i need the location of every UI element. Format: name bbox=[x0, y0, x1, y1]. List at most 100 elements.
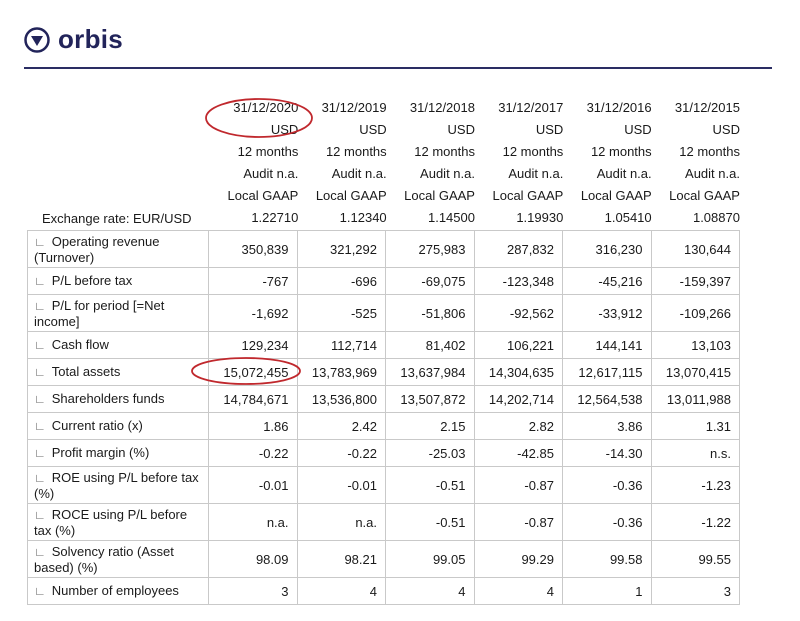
value-cell: -45,216 bbox=[562, 267, 652, 295]
value-cell: 12,564,538 bbox=[562, 385, 652, 413]
value-cell: -1,692 bbox=[208, 294, 298, 332]
value-cell: 1 bbox=[562, 577, 652, 605]
table-row: ∟ P/L for period [=Net income] -1,692 -525-… bbox=[27, 294, 740, 332]
value-cell: 13,070,415 bbox=[650, 358, 740, 386]
value-cell: -0.51 bbox=[385, 503, 475, 541]
table-row: ∟ ROE using P/L before tax (%) -0.01 -0.01-… bbox=[27, 466, 740, 504]
audit-cell: Audit n.a. bbox=[596, 165, 652, 181]
row-label: ∟ P/L before tax bbox=[27, 267, 209, 295]
value-cell: n.a. bbox=[296, 503, 386, 541]
currency-cell: USD bbox=[535, 121, 564, 137]
value-cell: 2.42 bbox=[296, 412, 386, 440]
audit-cell: Audit n.a. bbox=[420, 165, 475, 181]
value-cell: -51,806 bbox=[385, 294, 475, 332]
tree-branch-icon: ∟ bbox=[34, 365, 46, 379]
column-headers: 31/12/2020 31/12/2019 31/12/2018 31/12/2… bbox=[210, 96, 740, 228]
row-label-text: P/L before tax bbox=[51, 273, 133, 288]
value-cell: 98.21 bbox=[296, 540, 386, 578]
value-cell: 144,141 bbox=[562, 331, 652, 359]
value-cell: -92,562 bbox=[473, 294, 563, 332]
value-cell: 129,234 bbox=[208, 331, 298, 359]
gaap-cell: Local GAAP bbox=[227, 187, 299, 203]
value-cell: 98.09 bbox=[208, 540, 298, 578]
value-cell: 15,072,455 bbox=[208, 358, 298, 386]
currency-cell: USD bbox=[712, 121, 740, 137]
audit-row: Audit n.a. Audit n.a. Audit n.a. Audit n… bbox=[210, 162, 740, 184]
value-cell: 106,221 bbox=[473, 331, 563, 359]
value-cell: 13,637,984 bbox=[385, 358, 475, 386]
gaap-cell: Local GAAP bbox=[580, 187, 652, 203]
currency-cell: USD bbox=[359, 121, 387, 137]
date-cell: 31/12/2020 bbox=[233, 99, 299, 115]
audit-cell: Audit n.a. bbox=[331, 165, 387, 181]
period-cell: 12 months bbox=[679, 143, 740, 159]
value-cell: -767 bbox=[208, 267, 298, 295]
value-cell: -1.23 bbox=[650, 466, 740, 504]
table-row: ∟ Shareholders funds 14,784,671 13,536,800 1… bbox=[27, 385, 740, 413]
value-cell: -696 bbox=[296, 267, 386, 295]
tree-branch-icon: ∟ bbox=[34, 584, 46, 598]
row-label-text: Total assets bbox=[51, 364, 121, 379]
tree-branch-icon: ∟ bbox=[34, 274, 46, 288]
date-cell: 31/12/2016 bbox=[586, 99, 652, 115]
row-label: ∟ Current ratio (x) bbox=[27, 412, 209, 440]
audit-cell: Audit n.a. bbox=[508, 165, 564, 181]
value-cell: 99.55 bbox=[650, 540, 740, 578]
value-cell: 14,202,714 bbox=[473, 385, 563, 413]
value-cell: 1.86 bbox=[208, 412, 298, 440]
value-cell: 12,617,115 bbox=[562, 358, 652, 386]
brand-name: orbis bbox=[58, 24, 124, 54]
exchange-cell: 1.08870 bbox=[692, 209, 740, 225]
value-cell: 275,983 bbox=[385, 230, 475, 268]
table-row: ∟ Solvency ratio (Asset based) (%) 98.09 98… bbox=[27, 540, 740, 578]
exchange-rate-label: Exchange rate: EUR/USD bbox=[42, 211, 192, 226]
value-cell: -0.87 bbox=[473, 503, 563, 541]
value-cell: 81,402 bbox=[385, 331, 475, 359]
gaap-cell: Local GAAP bbox=[404, 187, 475, 203]
row-label-text: Cash flow bbox=[51, 337, 109, 352]
value-cell: 112,714 bbox=[296, 331, 386, 359]
value-cell: -123,348 bbox=[473, 267, 563, 295]
exchange-cell: 1.05410 bbox=[604, 209, 652, 225]
period-cell: 12 months bbox=[237, 143, 299, 159]
tree-branch-icon: ∟ bbox=[34, 470, 46, 485]
audit-cell: Audit n.a. bbox=[685, 165, 740, 181]
date-cell: 31/12/2015 bbox=[674, 99, 740, 115]
row-label: ∟ ROE using P/L before tax (%) bbox=[27, 466, 209, 504]
value-cell: -0.36 bbox=[562, 503, 652, 541]
table-row: ∟ Cash flow 129,234 112,714 81,402 106,221 144… bbox=[27, 331, 740, 359]
period-cell: 12 months bbox=[590, 143, 652, 159]
date-cell: 31/12/2018 bbox=[409, 99, 475, 115]
period-cell: 12 months bbox=[325, 143, 387, 159]
exchange-cell: 1.14500 bbox=[427, 209, 475, 225]
value-cell: 4 bbox=[385, 577, 475, 605]
value-cell: -0.01 bbox=[208, 466, 298, 504]
exchange-cell: 1.12340 bbox=[339, 209, 387, 225]
value-cell: -0.01 bbox=[296, 466, 386, 504]
value-cell: -14.30 bbox=[562, 439, 652, 467]
value-cell: -159,397 bbox=[650, 267, 740, 295]
value-cell: 3.86 bbox=[562, 412, 652, 440]
value-cell: -42.85 bbox=[473, 439, 563, 467]
row-label-text: Number of employees bbox=[51, 583, 179, 598]
row-label-text: Current ratio (x) bbox=[51, 418, 143, 433]
table-row: ∟ ROCE using P/L before tax (%) n.a. n.a. -0… bbox=[27, 503, 740, 541]
value-cell: 287,832 bbox=[473, 230, 563, 268]
currency-row: USD USD USD USD USD USD bbox=[210, 118, 740, 140]
currency-cell: USD bbox=[447, 121, 475, 137]
period-cell: 12 months bbox=[502, 143, 564, 159]
value-cell: 316,230 bbox=[562, 230, 652, 268]
tree-branch-icon: ∟ bbox=[34, 446, 46, 460]
date-cell: 31/12/2017 bbox=[498, 99, 564, 115]
exchange-row: 1.22710 1.12340 1.14500 1.19930 1.05410 … bbox=[210, 206, 740, 228]
row-label-text: Operating revenue (Turnover) bbox=[34, 233, 160, 265]
row-label: ∟ Total assets bbox=[27, 358, 209, 386]
table-row: ∟ P/L before tax -767 -696 -69,075 -123,348 -4… bbox=[27, 267, 740, 295]
header-divider bbox=[24, 67, 772, 69]
exchange-cell: 1.19930 bbox=[516, 209, 564, 225]
row-label-text: ROE using P/L before tax (%) bbox=[34, 469, 199, 501]
gaap-cell: Local GAAP bbox=[669, 187, 740, 203]
currency-cell: USD bbox=[270, 121, 299, 137]
value-cell: -0.87 bbox=[473, 466, 563, 504]
gaap-row: Local GAAP Local GAAP Local GAAP Local G… bbox=[210, 184, 740, 206]
